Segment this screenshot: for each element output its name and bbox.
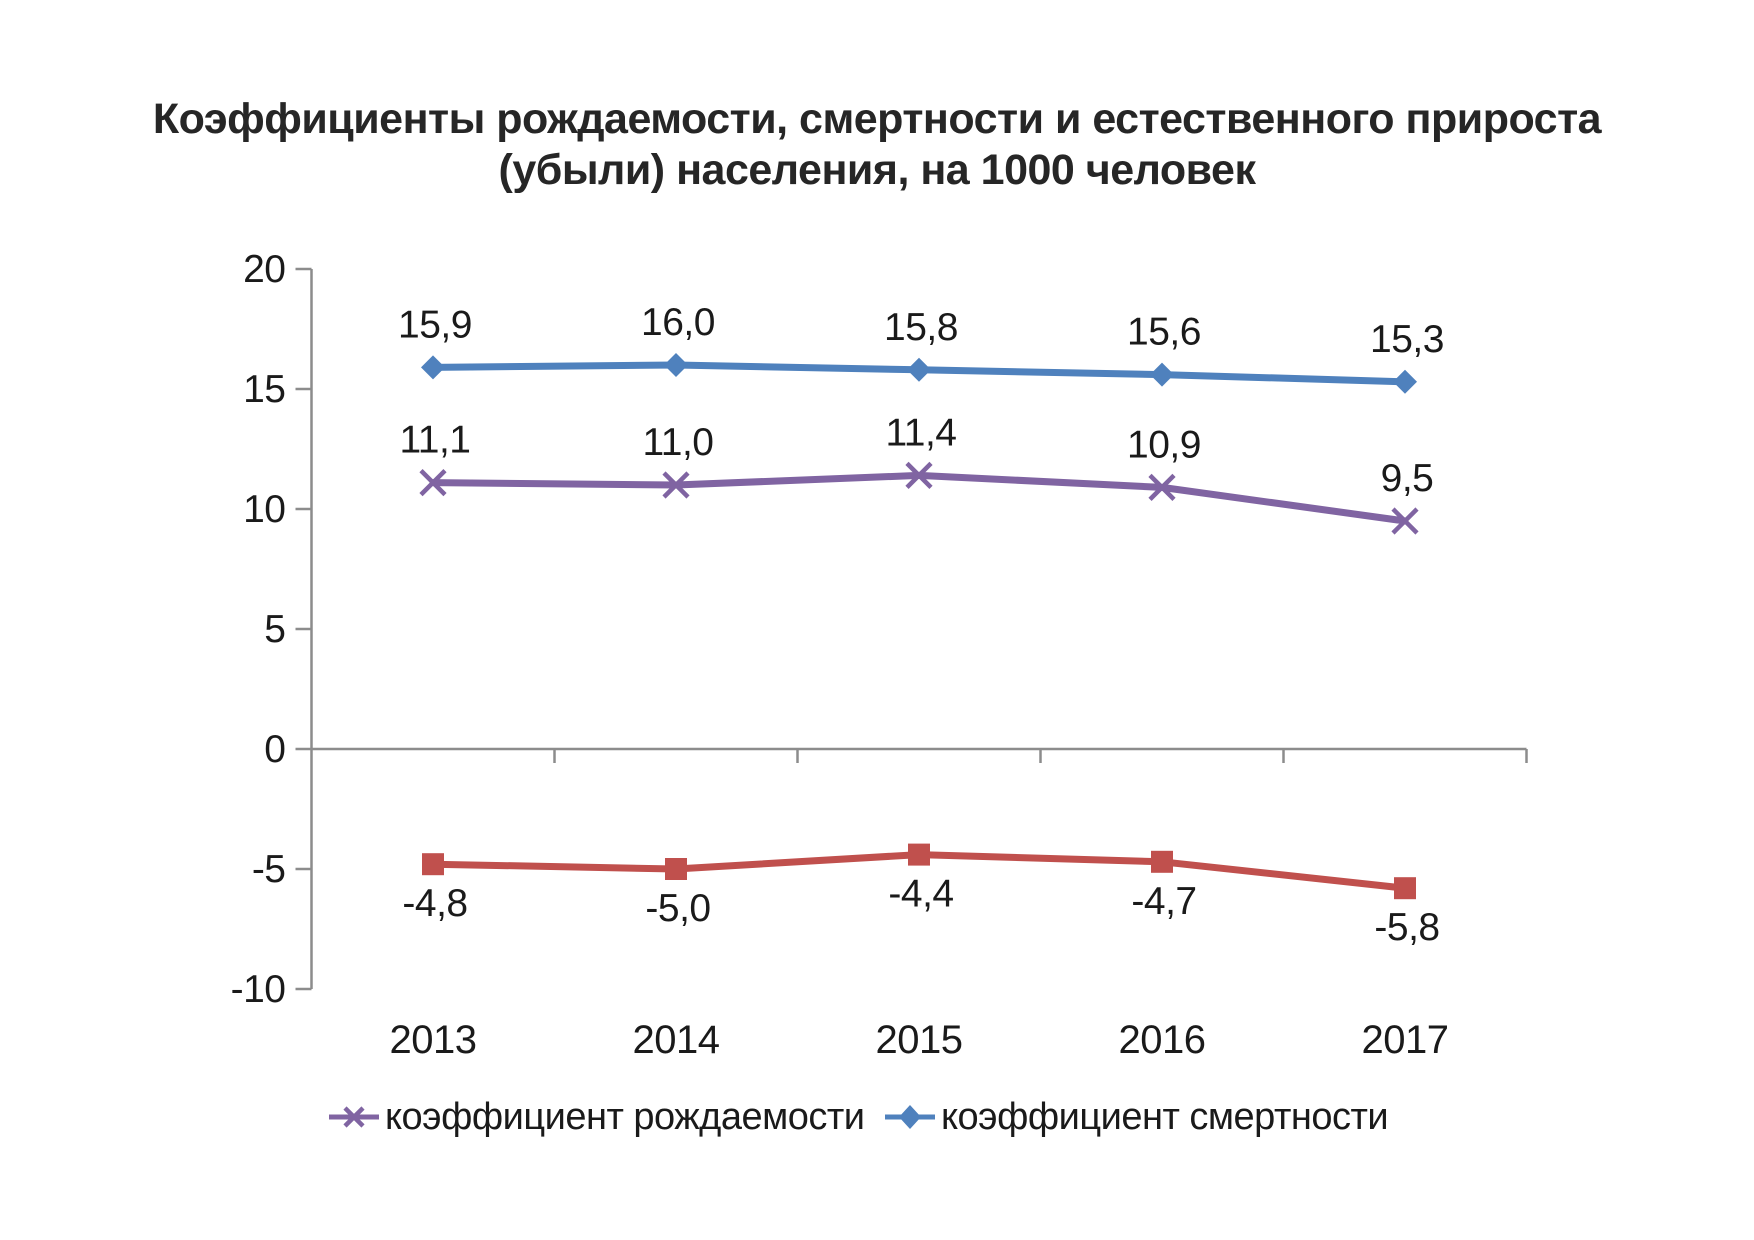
series-0 [419, 461, 1419, 535]
data-label: 11,0 [642, 421, 713, 464]
square-marker-icon [422, 853, 444, 876]
y-tick-label: 10 [243, 488, 285, 531]
square-marker-icon [1394, 877, 1416, 900]
data-label: -4,8 [402, 882, 467, 925]
y-tick-label: -5 [252, 848, 286, 891]
data-label: -5,0 [645, 887, 710, 930]
data-label: 15,3 [1370, 318, 1444, 361]
data-label: 10,9 [1127, 423, 1201, 466]
data-label: -5,8 [1374, 906, 1439, 949]
data-label: 15,6 [1127, 311, 1201, 354]
data-label: 15,9 [398, 303, 472, 346]
chart-title-line2: (убыли) населения, на 1000 человек [498, 145, 1256, 194]
y-tick-label: 20 [243, 248, 285, 291]
legend-item-death-rate: коэффициент смертности [884, 1095, 1389, 1138]
series-line [429, 471, 1409, 525]
series-2 [422, 843, 1416, 900]
x-marker-icon [662, 471, 690, 499]
x-marker-icon [329, 1106, 379, 1128]
data-label: 15,8 [884, 306, 958, 349]
x-axis-labels: 2013 2014 2015 2016 2017 [390, 1018, 1449, 1062]
y-tick-label: 15 [243, 368, 285, 411]
chart-title: Коэффициенты рождаемости, смертности и е… [0, 94, 1754, 195]
data-label: 9,5 [1381, 457, 1434, 500]
axes [295, 267, 1528, 991]
diamond-marker-icon [1150, 362, 1174, 387]
legend-label-death-rate: коэффициент смертности [941, 1095, 1389, 1138]
data-labels-series-2: -4,8 -5,0 -4,4 -4,7 -5,8 [402, 873, 1440, 950]
diamond-marker-icon [1393, 369, 1417, 394]
x-tick-label: 2017 [1362, 1018, 1449, 1062]
x-marker-icon [419, 469, 447, 497]
series-1 [421, 353, 1417, 394]
chart-title-line1: Коэффициенты рождаемости, смертности и е… [152, 95, 1602, 143]
x-tick-label: 2014 [633, 1018, 720, 1062]
data-labels-series-0: 11,1 11,0 11,4 10,9 9,5 [399, 411, 1433, 500]
square-marker-icon [1151, 850, 1173, 873]
data-label: 11,4 [885, 411, 956, 454]
y-tick-label: 5 [264, 608, 285, 651]
legend-label-birth-rate: коэффициент рождаемости [385, 1095, 865, 1138]
data-label: -4,7 [1131, 880, 1196, 923]
x-marker-icon [1148, 473, 1176, 501]
legend-item-birth-rate: коэффициент рождаемости [328, 1096, 865, 1138]
y-tick-label: -10 [231, 968, 286, 1011]
x-tick-label: 2015 [876, 1018, 963, 1062]
y-axis-labels: -10 -5 0 5 10 15 20 [231, 248, 286, 1011]
y-tick-label: 0 [264, 728, 285, 771]
square-marker-icon [908, 843, 930, 866]
data-label: -4,4 [888, 873, 953, 916]
x-tick-label: 2013 [390, 1018, 477, 1062]
square-marker-icon [665, 858, 687, 880]
diamond-marker-icon [907, 357, 931, 382]
diamond-marker-icon [421, 355, 445, 380]
data-label: 11,1 [399, 419, 470, 462]
x-marker-icon [905, 461, 933, 489]
x-tick-label: 2016 [1119, 1018, 1206, 1062]
data-labels-series-1: 15,9 16,0 15,8 15,6 15,3 [398, 301, 1444, 361]
data-label: 16,0 [641, 301, 715, 344]
diamond-marker-icon [885, 1105, 935, 1129]
diamond-marker-icon [664, 353, 688, 377]
x-marker-icon [1391, 507, 1419, 535]
